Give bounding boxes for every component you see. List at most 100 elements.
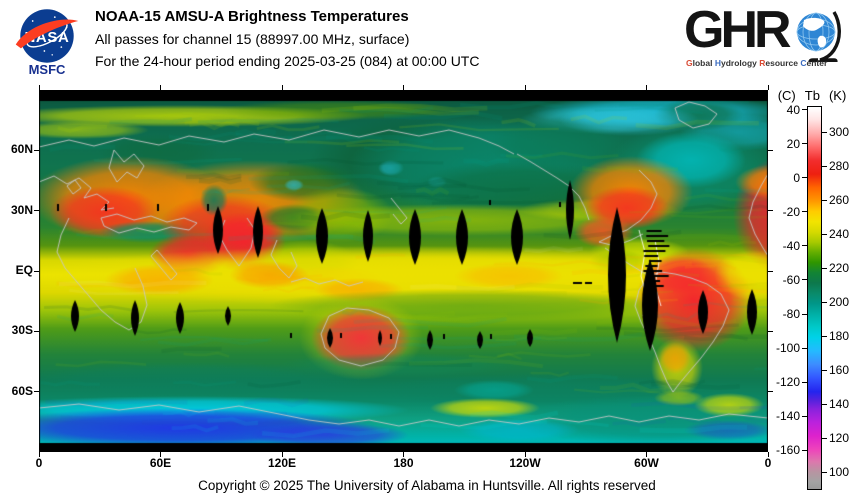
lon-label-0: 0 [35, 456, 43, 470]
page-title: NOAA-15 AMSU-A Brightness Temperatures [95, 8, 409, 25]
colorbar-tick-k [822, 403, 827, 405]
ghrc-letters: GHR [684, 1, 792, 59]
colorbar-tick-k [822, 267, 827, 269]
colorbar-label-c--140: -140 [775, 409, 800, 423]
ghrc-logo: GHR Global Hydrology Resource Center [684, 1, 850, 78]
colorbar-tick-k [822, 335, 827, 337]
lat-tick-right [768, 149, 773, 151]
colorbar-label-c--80: -80 [782, 307, 800, 321]
colorbar-label-k-260: 260 [829, 193, 850, 208]
colorbar-label-k-280: 280 [829, 159, 850, 174]
lon-label-60E: 60E [149, 456, 172, 470]
colorbar-tick-c [802, 381, 807, 383]
colorbar-label-k-120: 120 [829, 431, 850, 446]
colorbar-tick-c [802, 143, 807, 145]
lon-tick-bottom [524, 452, 526, 457]
colorbar-label-k-160: 160 [829, 363, 850, 378]
lon-tick-top [281, 85, 283, 90]
colorbar-tick-c [802, 449, 807, 451]
lat-label-60S: 60S [11, 383, 33, 398]
msfc-label: MSFC [28, 62, 66, 77]
ghrc-tagline-initial: R [759, 58, 766, 68]
colorbar-label-k-300: 300 [829, 125, 850, 140]
colorbar-tick-c [802, 211, 807, 213]
colorbar-label-c-0: 0 [793, 170, 800, 185]
nasa-meatball-icon: NASA [15, 9, 79, 63]
lon-label-120E: 120E [267, 456, 297, 470]
lon-tick-bottom [38, 452, 40, 457]
colorbar-tick-c [802, 347, 807, 349]
ghrc-tagline-word: esource [765, 58, 801, 68]
lon-label-120W: 120W [509, 456, 541, 470]
lat-tick-left [34, 149, 39, 151]
colorbar-tick-k [822, 437, 827, 439]
lat-tick-right [768, 391, 773, 393]
brightness-temperature-map [39, 90, 768, 452]
lon-tick-bottom [160, 452, 161, 457]
colorbar-label-c-20: 20 [786, 136, 800, 151]
lon-label-60W: 60W [634, 456, 659, 470]
lon-tick-bottom [403, 452, 404, 457]
colorbar-unit-celsius: (C) [777, 88, 796, 103]
lat-tick-right [768, 330, 773, 332]
colorbar-label-c-40: 40 [786, 102, 800, 117]
lat-tick-right [768, 270, 773, 272]
colorbar-label-tb: Tb [804, 88, 820, 103]
colorbar-label-k-200: 200 [829, 295, 850, 310]
lon-tick-top [403, 85, 404, 90]
colorbar-label-k-140: 140 [829, 397, 850, 412]
lat-tick-left [34, 330, 39, 332]
ghrc-globe-icon [790, 8, 844, 67]
lat-label-60N: 60N [10, 142, 33, 157]
colorbar-tick-k [822, 131, 827, 133]
ghrc-tagline-word: enter [806, 58, 828, 68]
lon-tick-bottom [281, 452, 283, 457]
subtitle-period: For the 24-hour period ending 2025-03-25… [95, 53, 480, 69]
colorbar-tick-k [822, 471, 827, 473]
lat-tick-left [34, 270, 39, 272]
colorbar-tick-c [802, 415, 807, 417]
colorbar-label-k-180: 180 [829, 329, 850, 344]
colorbar-label-c--160: -160 [775, 443, 800, 457]
colorbar [807, 106, 822, 490]
colorbar-label-k-240: 240 [829, 227, 850, 242]
colorbar-label-k-100: 100 [829, 465, 850, 480]
subtitle-channel: All passes for channel 15 (88997.00 MHz,… [95, 31, 410, 47]
lat-tick-left [34, 210, 39, 212]
lon-tick-bottom [767, 452, 769, 457]
colorbar-label-c--60: -60 [782, 272, 800, 287]
lon-tick-top [524, 85, 526, 90]
lon-tick-top [38, 85, 40, 90]
colorbar-title: (C) Tb (K) [770, 88, 854, 103]
colorbar-tick-k [822, 199, 827, 201]
lon-tick-top [767, 85, 769, 90]
ghrc-tagline-word: lobal [692, 58, 715, 68]
colorbar-tick-c [802, 109, 807, 111]
colorbar-label-c--100: -100 [775, 341, 800, 355]
colorbar-tick-c [802, 279, 807, 281]
lon-tick-top [160, 85, 161, 90]
colorbar-tick-k [822, 369, 827, 371]
colorbar-tick-c [802, 313, 807, 315]
ghrc-tagline-initial: C [800, 58, 807, 68]
colorbar-tick-k [822, 301, 827, 303]
ghrc-tagline-initial: G [686, 58, 693, 68]
colorbar-tick-c [802, 177, 807, 179]
lon-label-0: 0 [764, 456, 772, 470]
lat-tick-left [34, 391, 39, 393]
lon-label-180: 180 [393, 456, 414, 470]
lat-label-EQ: EQ [15, 263, 33, 277]
ghrc-tagline: Global Hydrology Resource Center [686, 58, 850, 68]
copyright-text: Copyright © 2025 The University of Alaba… [198, 478, 656, 493]
colorbar-label-c--120: -120 [775, 375, 800, 389]
ghrc-tagline-initial: H [714, 58, 721, 68]
colorbar-tick-k [822, 165, 827, 167]
colorbar-label-k-220: 220 [829, 261, 850, 276]
lat-tick-right [768, 210, 773, 212]
colorbar-unit-kelvin: (K) [828, 88, 847, 103]
title-block: NOAA-15 AMSU-A Brightness Temperatures A… [95, 6, 655, 69]
map-plot-area [39, 90, 768, 452]
lat-label-30N: 30N [10, 202, 33, 217]
nasa-logo: NASA [14, 8, 80, 64]
